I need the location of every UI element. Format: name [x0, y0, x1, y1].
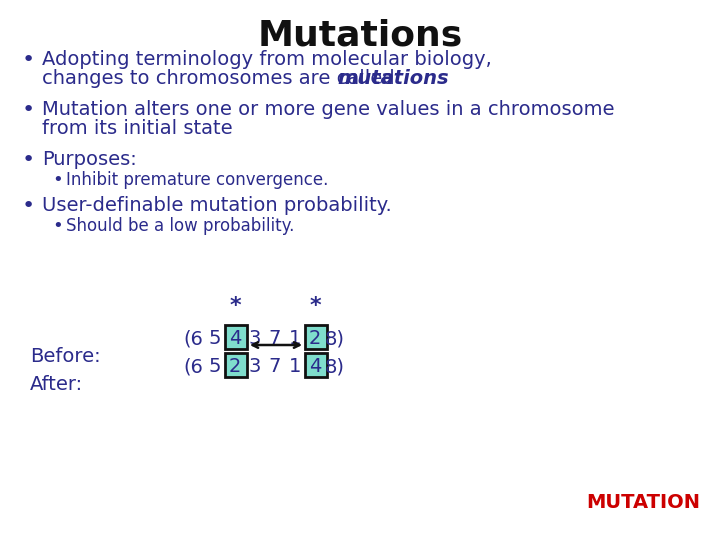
Text: •: • [22, 100, 35, 120]
Text: 1: 1 [289, 329, 301, 348]
Text: (6: (6 [183, 357, 203, 376]
Text: 4: 4 [309, 357, 321, 376]
Text: 7: 7 [269, 329, 282, 348]
Bar [305, 325, 327, 349]
Text: 2: 2 [309, 329, 321, 348]
Text: *: * [229, 296, 240, 316]
Text: from its initial state: from its initial state [42, 119, 233, 138]
Text: •: • [52, 217, 63, 235]
Text: After:: After: [30, 375, 83, 394]
Text: MUTATION: MUTATION [586, 493, 700, 512]
Text: •: • [22, 150, 35, 170]
Text: *: * [309, 296, 321, 316]
Text: 2: 2 [229, 357, 241, 376]
Text: •: • [22, 50, 35, 70]
Text: changes to chromosomes are called: changes to chromosomes are called [42, 69, 401, 88]
Text: •: • [22, 196, 35, 216]
Text: User-definable mutation probability.: User-definable mutation probability. [42, 196, 392, 215]
Text: 4: 4 [229, 329, 241, 348]
Text: 3: 3 [249, 329, 261, 348]
Text: Should be a low probability.: Should be a low probability. [66, 217, 294, 235]
Text: Mutation alters one or more gene values in a chromosome: Mutation alters one or more gene values … [42, 100, 614, 119]
Bar [225, 353, 247, 377]
Bar [305, 353, 327, 377]
Text: Mutations: Mutations [257, 18, 463, 52]
Text: 7: 7 [269, 357, 282, 376]
Text: (6: (6 [183, 329, 203, 348]
Text: Inhibit premature convergence.: Inhibit premature convergence. [66, 171, 328, 189]
Text: Adopting terminology from molecular biology,: Adopting terminology from molecular biol… [42, 50, 492, 69]
Text: 1: 1 [289, 357, 301, 376]
Text: 5: 5 [209, 329, 221, 348]
Text: 3: 3 [249, 357, 261, 376]
Bar [225, 325, 247, 349]
Text: •: • [52, 171, 63, 189]
Text: Before:: Before: [30, 347, 101, 366]
Text: 5: 5 [209, 357, 221, 376]
Text: mutations: mutations [337, 69, 449, 88]
Text: Purposes:: Purposes: [42, 150, 137, 169]
Text: 8): 8) [325, 329, 345, 348]
Text: 8): 8) [325, 357, 345, 376]
